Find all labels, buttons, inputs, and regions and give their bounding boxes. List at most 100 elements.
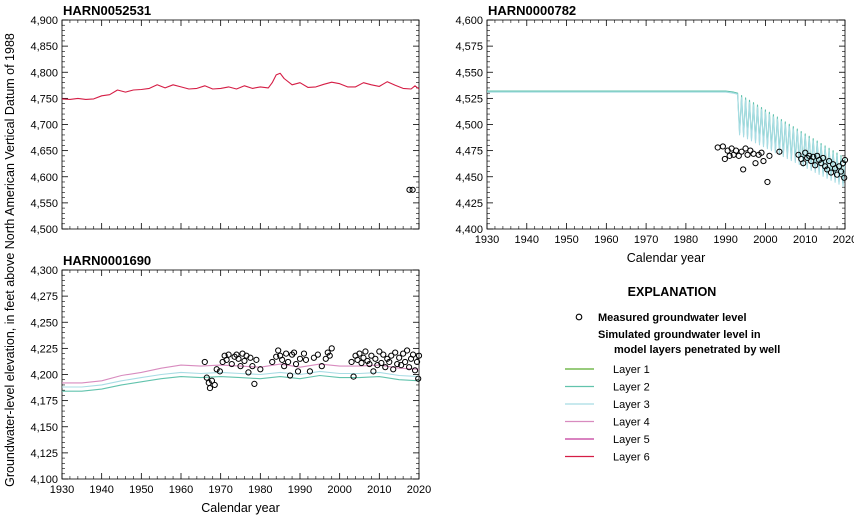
measured-point	[822, 163, 829, 170]
measured-point	[310, 354, 317, 361]
measured-point	[249, 363, 256, 370]
measured-point	[302, 356, 310, 363]
y-axis-title: Groundwater-level elevation, in feet abo…	[3, 33, 17, 487]
measured-point	[382, 364, 389, 371]
measured-point	[378, 359, 385, 367]
measured-point	[251, 380, 258, 388]
measured-point	[812, 162, 819, 169]
measured-point	[253, 356, 260, 363]
y-tick-label: 4,250	[30, 317, 58, 329]
measured-point	[758, 149, 765, 156]
measured-point	[824, 166, 831, 173]
series-line-layer-3	[62, 370, 420, 388]
x-tick-label: 2000	[753, 234, 777, 246]
measured-point	[394, 360, 401, 368]
measured-point	[415, 375, 422, 382]
legend-simulated-label: Simulated groundwater level in	[598, 329, 761, 341]
panel-harn0052531: HARN0052531 4,500 4,550 4,600 4,650 4,700 4,75…	[30, 3, 420, 236]
measured-point	[820, 154, 827, 162]
x-tick-label: 2010	[367, 484, 391, 496]
measured-point	[810, 153, 817, 160]
x-tick-label: 2020	[833, 234, 854, 246]
measured-point	[732, 147, 740, 154]
panel-title: HARN0000782	[488, 3, 576, 18]
measured-point	[409, 351, 417, 358]
measured-point	[257, 366, 264, 373]
y-tick-label: 4,125	[30, 448, 58, 460]
measured-point	[370, 368, 377, 375]
measured-point	[372, 355, 379, 362]
legend-layer-label: Layer 6	[613, 452, 650, 464]
series-line-layer-2	[487, 90, 846, 185]
y-tick-label: 4,300	[30, 265, 58, 277]
measured-point	[806, 152, 813, 159]
measured-point	[800, 160, 807, 167]
y-tick-label: 4,475	[455, 146, 483, 158]
plot-frame	[486, 19, 846, 230]
y-tick-label: 4,100	[30, 474, 58, 486]
measured-point	[290, 349, 298, 356]
measured-point	[837, 168, 845, 175]
measured-point	[366, 360, 373, 368]
measured-point	[386, 358, 393, 366]
measured-point	[750, 150, 757, 157]
measured-point	[314, 351, 321, 358]
measured-point	[721, 155, 728, 163]
measured-point	[747, 147, 754, 154]
measured-point	[795, 151, 802, 158]
series-line-layer-3	[487, 91, 846, 187]
measured-point	[400, 350, 407, 357]
measured-point	[275, 347, 282, 354]
y-tick-label: 4,500	[30, 224, 58, 236]
measured-point	[203, 374, 210, 381]
measured-point	[350, 373, 357, 380]
measured-point	[211, 381, 218, 389]
x-tick-label: 1960	[594, 234, 618, 246]
y-tick-label: 4,525	[455, 93, 483, 105]
measured-point	[396, 354, 403, 361]
measured-point	[818, 160, 825, 167]
measured-point	[201, 358, 208, 366]
series-line-layer-2	[62, 374, 420, 392]
x-tick-label: 1930	[50, 484, 74, 496]
measured-point	[285, 358, 292, 366]
measured-point	[827, 169, 835, 176]
measured-point	[348, 358, 355, 366]
legend-measured-label: Measured groundwater level	[598, 312, 747, 324]
y-tick-label: 4,800	[30, 67, 58, 79]
y-tick-label: 4,600	[455, 15, 483, 27]
legend-layer-label: Layer 4	[613, 417, 650, 429]
x-tick-label: 1990	[713, 234, 737, 246]
measured-point	[390, 366, 397, 373]
measured-point	[300, 350, 308, 357]
panel-harn0000782: HARN0000782 1930 1940 1950 1960 1970 1980 1990 2…	[455, 3, 854, 265]
y-tick-label: 4,150	[30, 422, 58, 434]
x-tick-label: 1990	[288, 484, 312, 496]
measured-point	[380, 351, 387, 358]
measured-point	[356, 350, 363, 357]
measured-point	[839, 160, 847, 167]
measured-point	[283, 350, 290, 357]
measured-point	[273, 353, 280, 360]
y-tick-label: 4,650	[30, 146, 58, 158]
x-tick-label: 1980	[674, 234, 698, 246]
legend-simulated-label-2: model layers penetrated by well	[614, 344, 780, 356]
y-tick-label: 4,850	[30, 41, 58, 53]
panel-title: HARN0001690	[63, 253, 151, 268]
measured-point	[744, 151, 751, 158]
measured-point	[326, 352, 333, 359]
legend-layer-label: Layer 2	[613, 382, 650, 394]
measured-point	[237, 363, 244, 370]
x-axis-title: Calendar year	[627, 251, 706, 265]
measured-point	[719, 143, 726, 150]
y-tick-label: 4,750	[30, 93, 58, 105]
measured-point	[292, 360, 300, 368]
measured-point	[235, 355, 242, 362]
series-line-layer-6	[61, 72, 420, 100]
legend-measured-symbol	[575, 313, 583, 321]
measured-point	[714, 144, 721, 151]
measured-point	[362, 348, 369, 355]
measured-point	[322, 355, 329, 362]
measured-point	[358, 359, 365, 367]
